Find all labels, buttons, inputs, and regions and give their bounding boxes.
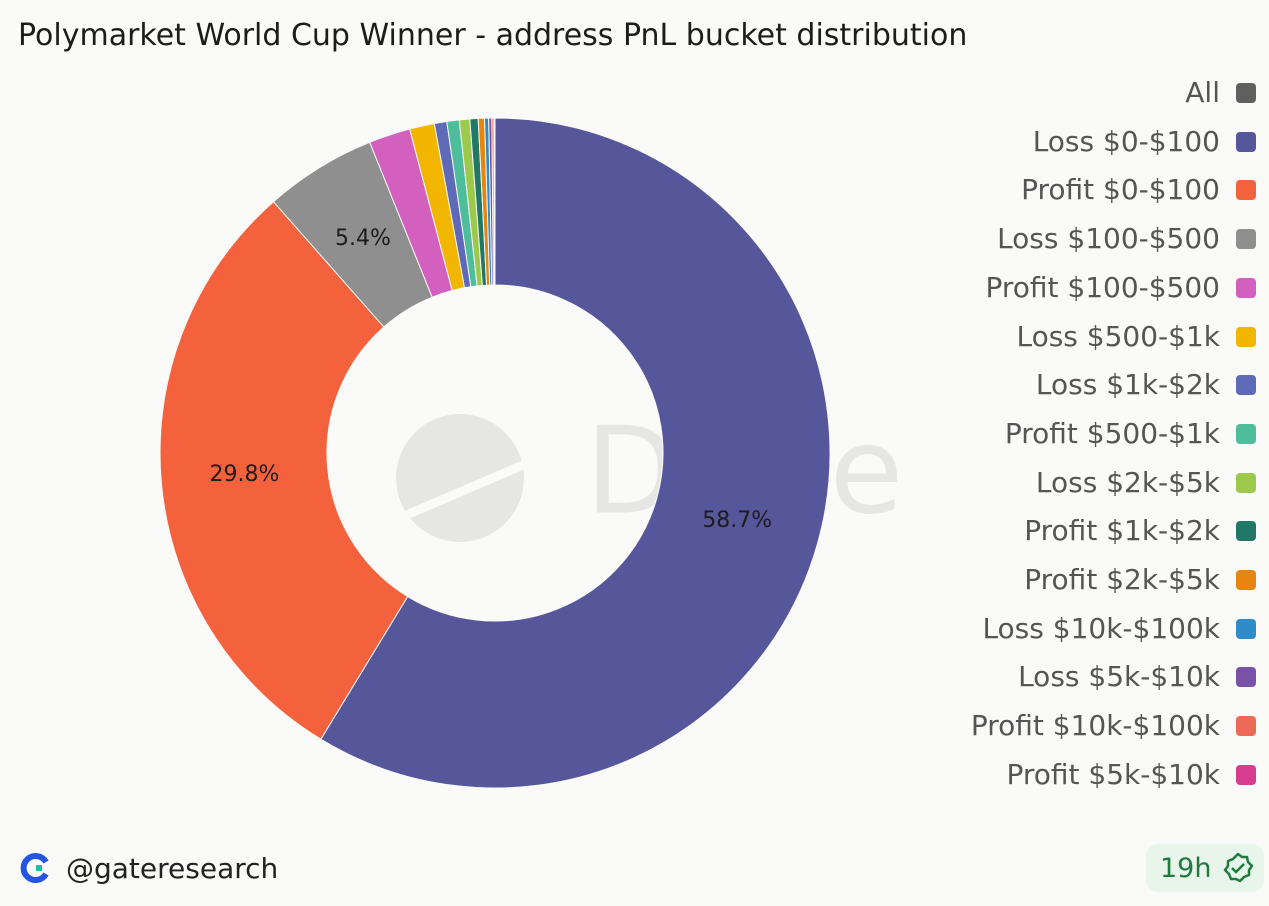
legend-label: Loss $0-$100 [1032,124,1220,158]
legend-label: Loss $10k-$100k [982,611,1220,645]
legend-swatch [1236,180,1256,201]
legend-item[interactable]: Profit $5k-$10k [940,755,1260,795]
watermark-logo-cut [393,457,532,525]
age-badge: 19h [1146,844,1264,892]
verified-icon [1224,852,1254,883]
legend-swatch [1236,521,1256,542]
legend-swatch [1236,570,1256,590]
legend-label: Profit $0-$100 [1021,173,1220,207]
legend-label: Profit $500-$1k [1004,416,1220,450]
gate-logo [20,853,49,883]
legend-swatch [1236,83,1256,103]
legend-swatch [1236,667,1256,688]
legend-item[interactable]: Loss $2k-$5k [940,463,1260,503]
legend-item[interactable]: Loss $0-$100 [940,122,1260,162]
legend-item[interactable]: Profit $100-$500 [940,268,1260,308]
legend-label: Loss $2k-$5k [1035,465,1220,499]
legend-item[interactable]: Profit $500-$1k [940,414,1260,454]
legend-item[interactable]: Loss $5k-$10k [940,657,1260,697]
legend-swatch [1236,229,1256,250]
legend-swatch [1236,131,1256,152]
legend-label: All [1185,76,1220,109]
legend-label: Loss $100-$500 [997,222,1220,256]
legend-item[interactable]: Loss $500-$1k [940,317,1260,357]
legend-label: Loss $1k-$2k [1035,368,1220,402]
chart: Dune 58.7% 29.8% 5.4% [159,117,903,789]
legend-swatch [1236,277,1256,298]
legend-item[interactable]: Profit $2k-$5k [940,560,1260,600]
age: 19h [1160,852,1212,884]
legend-label: Loss $500-$1k [1016,319,1220,353]
legend-label: Profit $1k-$2k [1024,514,1220,548]
data-label: 58.7% [702,508,772,533]
legend-label: Profit $10k-$100k [970,709,1220,743]
handle: @gateresearch [66,851,279,885]
footer: @gateresearch [20,846,278,890]
slice [320,117,831,789]
legend-item[interactable]: Loss $10k-$100k [940,609,1260,649]
legend-swatch [1236,764,1256,785]
legend-item[interactable]: Profit $1k-$2k [940,511,1260,551]
legend-label: Profit $5k-$10k [1006,757,1220,791]
data-label: 5.4% [335,226,391,251]
legend-swatch [1236,326,1256,347]
legend-swatch [1236,472,1256,493]
legend-item[interactable]: Profit $10k-$100k [940,706,1260,746]
legend-swatch [1236,716,1256,737]
watermark-logo [396,414,524,542]
legend-swatch [1236,618,1256,639]
legend-label: Profit $2k-$5k [1024,563,1220,596]
slice [159,201,409,740]
legend-label: Loss $5k-$10k [1018,660,1220,694]
legend-swatch [1236,423,1256,444]
legend-label: Profit $100-$500 [985,270,1220,304]
legend-item[interactable]: Profit $0-$100 [940,170,1260,210]
slice [493,117,496,286]
data-label: 29.8% [210,462,280,487]
legend-item[interactable]: Loss $1k-$2k [940,365,1260,405]
legend-swatch [1236,375,1256,396]
legend-item[interactable]: Loss $100-$500 [940,219,1260,259]
chart-title: Polymarket World Cup Winner - address Pn… [18,18,968,53]
watermark: Dune [393,403,903,542]
legend-item[interactable]: All [940,73,1260,113]
